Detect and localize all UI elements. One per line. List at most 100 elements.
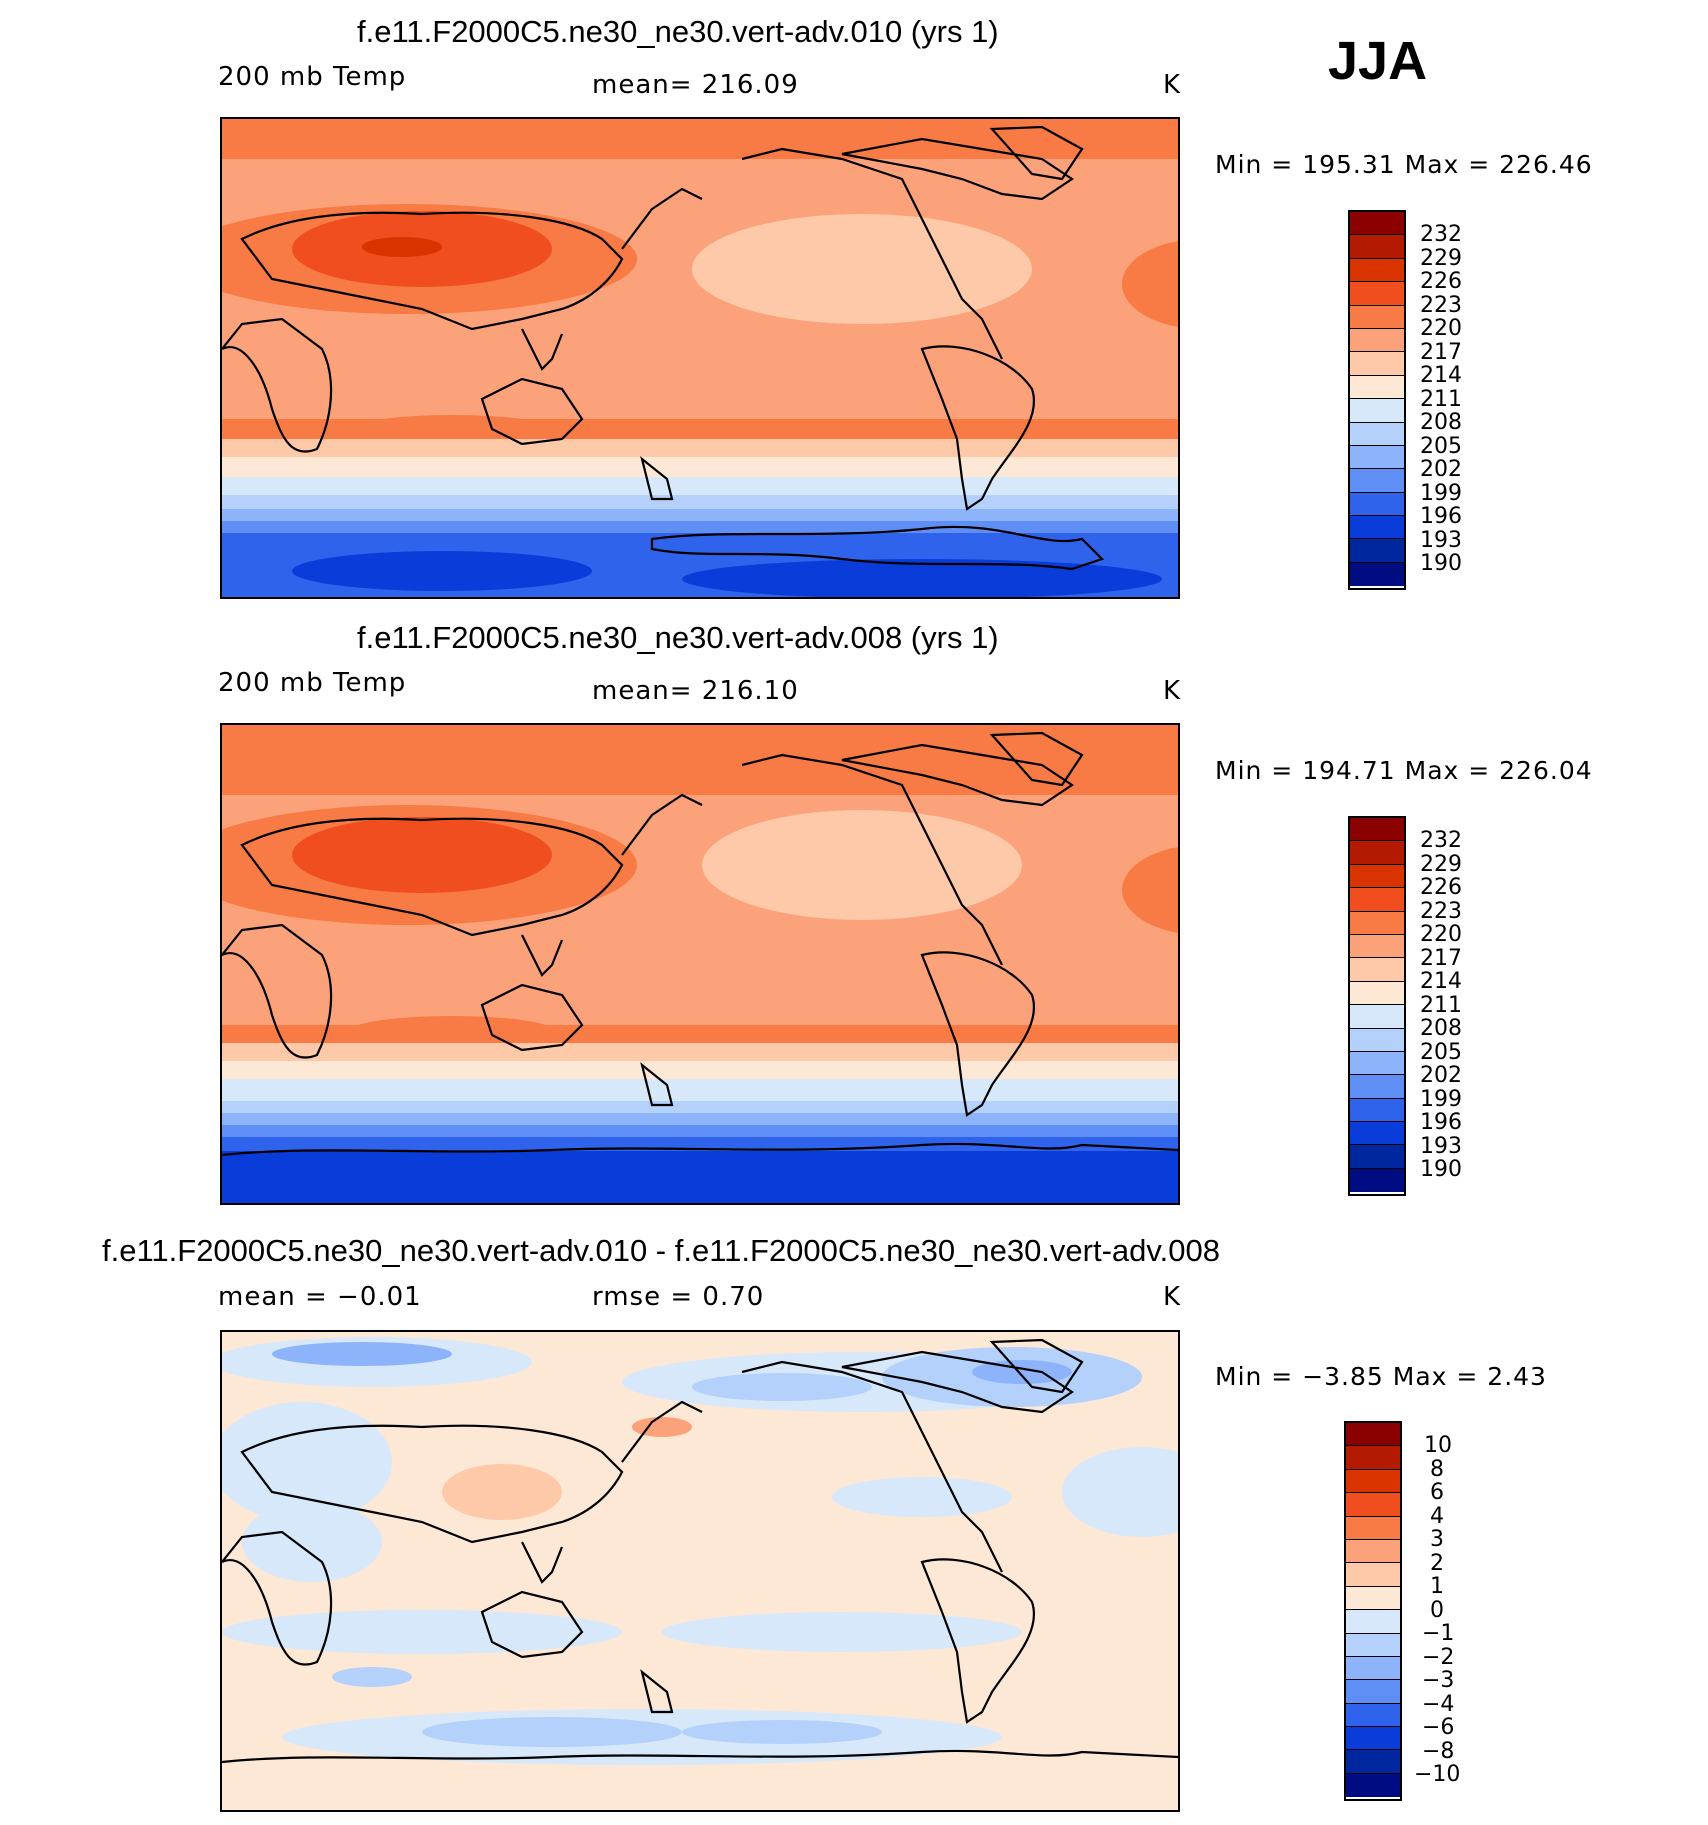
colorbar-swatch [1350,375,1404,400]
colorbar-tick-label: 220 [1420,922,1462,947]
colorbar-swatch [1346,1516,1400,1540]
colorbar-swatch [1350,212,1404,236]
panel-1-variable-label: 200 mb Temp [218,62,407,92]
colorbar-swatch [1350,562,1404,587]
colorbar-tick-label: 205 [1420,1040,1462,1065]
panel-3-map [220,1330,1180,1812]
colorbar-tick-label: 211 [1420,387,1462,412]
panel-2-contour-field [222,725,1178,1203]
colorbar-swatch [1346,1446,1400,1470]
colorbar-swatch [1350,1028,1404,1052]
panel-2-colorbar [1348,816,1406,1196]
colorbar-tick-label: 232 [1420,828,1462,853]
colorbar-tick-label: 6 [1430,1480,1444,1505]
colorbar-swatch [1350,258,1404,283]
colorbar-swatch [1350,841,1404,865]
panel-1-colorbar-swatches [1350,212,1404,587]
colorbar-swatch [1350,516,1404,540]
panel-3-title: f.e11.F2000C5.ne30_ne30.vert-adv.010 - f… [102,1233,1220,1268]
colorbar-tick-label: 208 [1420,1016,1462,1041]
colorbar-swatch [1350,1122,1404,1146]
colorbar-swatch [1350,818,1404,842]
colorbar-swatch [1346,1773,1400,1798]
colorbar-tick-label: 214 [1420,969,1462,994]
colorbar-swatch [1350,981,1404,1006]
panel-1-mean-label: mean= 216.09 [592,70,799,100]
colorbar-tick-label: 193 [1420,528,1462,553]
colorbar-swatch [1350,282,1404,306]
colorbar-tick-label: 196 [1420,1110,1462,1135]
colorbar-swatch [1350,864,1404,889]
colorbar-tick-label: 2 [1430,1551,1444,1576]
panel-1-units-label: K [1163,70,1182,100]
colorbar-tick-label: 190 [1420,1157,1462,1182]
colorbar-tick-label: 229 [1420,246,1462,271]
colorbar-swatch [1350,235,1404,259]
colorbar-tick-label: 4 [1430,1504,1444,1529]
colorbar-swatch [1350,422,1404,446]
colorbar-swatch [1346,1563,1400,1587]
colorbar-tick-label: 226 [1420,269,1462,294]
colorbar-swatch [1350,1098,1404,1123]
colorbar-swatch [1350,328,1404,353]
colorbar-tick-label: 211 [1420,993,1462,1018]
colorbar-swatch [1350,934,1404,959]
colorbar-swatch [1346,1727,1400,1751]
colorbar-swatch [1346,1493,1400,1517]
colorbar-tick-label: 220 [1420,316,1462,341]
panel-2-variable-label: 200 mb Temp [218,668,407,698]
colorbar-tick-label: 3 [1430,1527,1444,1552]
colorbar-swatch [1350,1145,1404,1169]
colorbar-tick-label: 0 [1430,1598,1444,1623]
panel-2-units-label: K [1163,676,1182,706]
panel-3-colorbar [1344,1421,1402,1801]
colorbar-swatch [1346,1750,1400,1774]
colorbar-swatch [1350,305,1404,329]
colorbar-tick-label: 214 [1420,363,1462,388]
colorbar-tick-label: 190 [1420,551,1462,576]
panel-3-minmax: Min = −3.85 Max = 2.43 [1215,1362,1547,1391]
panel-3-mean-label: mean = −0.01 [218,1282,422,1312]
colorbar-tick-label: −8 [1422,1739,1455,1764]
colorbar-swatch [1350,399,1404,423]
colorbar-swatch [1350,352,1404,376]
panel-2-minmax: Min = 194.71 Max = 226.04 [1215,756,1593,785]
colorbar-swatch [1350,911,1404,935]
colorbar-tick-label: 10 [1424,1433,1452,1458]
colorbar-tick-label: −4 [1422,1692,1455,1717]
colorbar-swatch [1350,469,1404,493]
colorbar-tick-label: 208 [1420,410,1462,435]
colorbar-swatch [1346,1539,1400,1564]
colorbar-tick-label: 217 [1420,946,1462,971]
colorbar-tick-label: −10 [1414,1762,1461,1787]
colorbar-tick-label: 202 [1420,457,1462,482]
panel-3-units-label: K [1163,1282,1182,1312]
colorbar-swatch [1350,492,1404,517]
colorbar-tick-label: 202 [1420,1063,1462,1088]
colorbar-tick-label: 196 [1420,504,1462,529]
colorbar-tick-label: 199 [1420,481,1462,506]
colorbar-swatch [1346,1423,1400,1447]
colorbar-swatch [1346,1586,1400,1611]
colorbar-tick-label: −6 [1422,1715,1455,1740]
colorbar-tick-label: −2 [1422,1645,1455,1670]
panel-3-coastlines [222,1338,1178,1764]
panel-1-coastlines [222,125,1105,571]
panel-2-mean-label: mean= 216.10 [592,676,799,706]
colorbar-swatch [1350,958,1404,982]
colorbar-swatch [1350,539,1404,563]
season-label: JJA [1328,31,1428,91]
panel-2-colorbar-swatches [1350,818,1404,1193]
colorbar-tick-label: 199 [1420,1087,1462,1112]
panel-3-rmse-label: rmse = 0.70 [592,1282,765,1312]
colorbar-tick-label: −3 [1422,1668,1455,1693]
colorbar-swatch [1350,445,1404,470]
panel-3-contour-field [222,1332,1178,1810]
panel-1-contour-field [222,119,1178,597]
colorbar-tick-label: 193 [1420,1134,1462,1159]
colorbar-tick-label: 223 [1420,293,1462,318]
panel-1-minmax: Min = 195.31 Max = 226.46 [1215,150,1593,179]
colorbar-tick-label: 232 [1420,222,1462,247]
panel-1-title: f.e11.F2000C5.ne30_ne30.vert-adv.010 (yr… [357,14,999,49]
panel-2-title: f.e11.F2000C5.ne30_ne30.vert-adv.008 (yr… [357,620,999,655]
